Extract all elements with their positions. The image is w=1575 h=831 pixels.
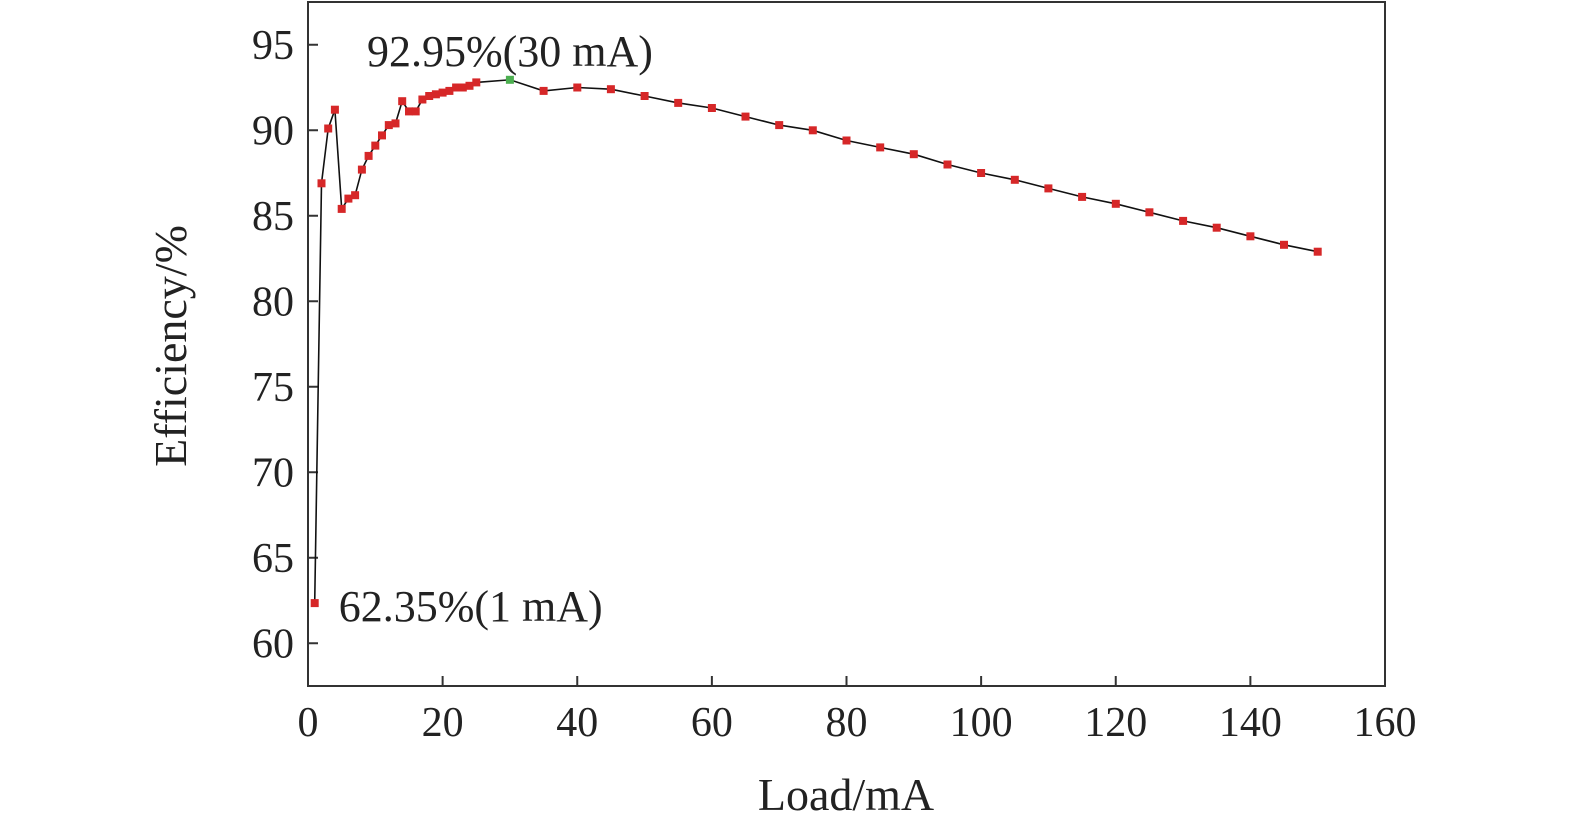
annotation-min-label: 62.35%(1 mA) — [339, 582, 603, 631]
y-tick-label: 95 — [252, 23, 294, 69]
data-point — [351, 191, 360, 200]
x-tick-label: 20 — [422, 700, 464, 746]
data-point — [411, 107, 420, 116]
data-point — [458, 83, 467, 92]
data-point — [1078, 192, 1087, 201]
data-point — [357, 165, 366, 174]
data-point — [573, 83, 582, 92]
data-point — [472, 78, 481, 87]
data-point — [371, 141, 380, 150]
data-point — [876, 143, 885, 152]
data-point — [344, 194, 353, 203]
y-tick-label: 60 — [252, 621, 294, 667]
y-tick-label: 80 — [252, 279, 294, 325]
data-point — [364, 151, 373, 160]
data-point — [324, 124, 333, 133]
x-tick-label: 60 — [691, 700, 733, 746]
y-tick-label: 85 — [252, 194, 294, 240]
data-point — [606, 85, 615, 94]
data-point — [431, 90, 440, 99]
data-point — [539, 86, 548, 95]
data-point — [808, 126, 817, 135]
data-point — [405, 107, 413, 116]
y-tick-label: 65 — [252, 536, 294, 582]
efficiency-series-line — [313, 78, 1318, 604]
x-axis-title: Load/mA — [758, 769, 934, 820]
peak-data-point — [505, 75, 514, 84]
data-point — [1145, 208, 1154, 217]
x-axis-ticks: 0 20 40 60 80 100 120 140 160 — [298, 676, 1417, 746]
data-point — [398, 97, 407, 106]
x-tick-label: 140 — [1219, 700, 1282, 746]
data-point — [384, 121, 393, 130]
data-point — [775, 121, 784, 130]
y-tick-label: 75 — [252, 365, 294, 411]
x-tick-label: 0 — [298, 700, 319, 746]
data-point — [977, 169, 986, 177]
y-axis-title: Efficiency/% — [145, 225, 196, 467]
data-point — [1246, 232, 1255, 241]
data-point — [391, 119, 400, 128]
data-point — [674, 98, 683, 107]
data-point — [418, 95, 427, 104]
data-point — [425, 92, 434, 100]
x-tick-label: 80 — [826, 700, 868, 746]
data-point — [438, 88, 447, 97]
data-point — [310, 599, 319, 608]
x-tick-label: 100 — [950, 700, 1013, 746]
x-tick-label: 40 — [556, 700, 598, 746]
data-point — [330, 105, 339, 114]
data-point — [640, 92, 649, 100]
y-tick-label: 90 — [252, 108, 294, 154]
data-point — [1212, 223, 1221, 232]
data-point — [378, 131, 386, 140]
data-point — [707, 104, 716, 112]
data-point — [465, 81, 474, 90]
annotation-peak-label: 92.95%(30 mA) — [367, 27, 653, 76]
efficiency-series-markers — [310, 75, 1322, 608]
y-tick-label: 70 — [252, 450, 294, 496]
data-point — [1280, 240, 1288, 249]
data-point — [452, 83, 461, 92]
data-point — [1111, 199, 1120, 208]
x-tick-label: 120 — [1084, 700, 1147, 746]
data-point — [445, 86, 454, 95]
data-point — [741, 112, 750, 121]
data-point — [943, 160, 952, 169]
data-point — [1044, 184, 1053, 193]
data-point — [1179, 216, 1188, 225]
y-axis-ticks: 60 65 70 75 80 85 90 95 — [252, 23, 318, 667]
data-point — [1010, 175, 1019, 184]
data-point — [317, 179, 326, 188]
data-point — [1313, 247, 1322, 256]
data-point — [337, 204, 346, 213]
data-point — [909, 150, 918, 159]
x-tick-label: 160 — [1354, 700, 1417, 746]
data-point — [842, 136, 851, 145]
